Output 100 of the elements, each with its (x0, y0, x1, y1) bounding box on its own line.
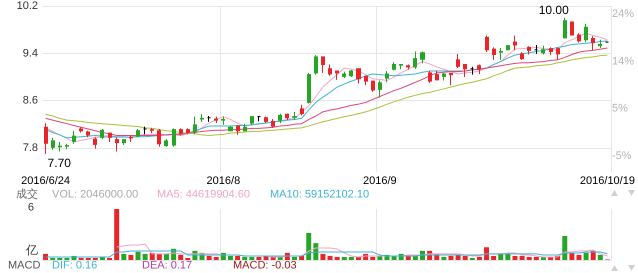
annotation: 10.00 (538, 2, 570, 17)
candlestick (243, 123, 247, 132)
text: MACD (8, 260, 40, 272)
candlestick (420, 51, 425, 64)
candlestick (179, 128, 183, 136)
candlestick (449, 72, 453, 86)
bar (128, 254, 134, 260)
candlestick (442, 72, 446, 82)
candlestick (534, 44, 538, 54)
x-tick-label: 2016/10/19 (580, 175, 635, 188)
bar (348, 256, 354, 260)
candlestick (164, 138, 168, 148)
bar (342, 256, 347, 260)
candlestick (150, 127, 154, 134)
candlestick (115, 136, 119, 152)
candlestick (72, 130, 76, 144)
bar (520, 256, 525, 260)
candlestick (300, 104, 304, 116)
candlestick (399, 63, 403, 70)
candlestick (257, 116, 261, 122)
candlestick (499, 47, 503, 60)
bar (121, 254, 126, 260)
text: MA5: 44619904.60 (157, 188, 250, 200)
candlestick (328, 64, 332, 76)
candlestick (108, 132, 112, 143)
bar (142, 254, 148, 260)
candlestick (321, 56, 325, 74)
bar (576, 254, 582, 260)
bar (598, 254, 603, 260)
candlestick (44, 122, 48, 154)
bar (235, 256, 240, 260)
candlestick (221, 116, 225, 126)
candlestick (385, 70, 389, 83)
bar (476, 256, 482, 260)
bar (206, 256, 212, 260)
candlestick (193, 116, 197, 135)
candlestick (250, 116, 254, 126)
chart-title: 成交 (16, 188, 38, 200)
y2-tick-label: 24% (612, 8, 634, 20)
candlestick (527, 46, 531, 55)
x-tick-label: 2016/8 (206, 175, 240, 188)
bar (534, 256, 539, 260)
candlestick (541, 45, 545, 55)
candlestick (93, 136, 97, 150)
y-tick-label: 8.6 (22, 94, 38, 107)
candlestick (591, 36, 595, 51)
annotation: MACD: -0.03 (233, 260, 297, 272)
y2-tick-label: 14% (612, 55, 634, 68)
candlestick (413, 51, 417, 70)
bar (228, 256, 233, 260)
candlestick (172, 128, 176, 148)
bar (292, 256, 297, 260)
bar (512, 256, 518, 260)
candlestick (136, 128, 140, 138)
candlestick (314, 54, 318, 76)
bar (334, 256, 340, 260)
candlestick (86, 130, 90, 138)
y2-tick-label: 5% (612, 102, 628, 115)
candlestick (556, 46, 560, 60)
bar (569, 252, 574, 260)
candlestick (342, 71, 346, 79)
candlestick (157, 128, 161, 148)
bar (114, 209, 120, 260)
candlestick (349, 69, 353, 78)
bar (505, 254, 510, 260)
candlestick (485, 35, 489, 53)
candlestick (406, 64, 410, 70)
bar (462, 256, 468, 260)
candlestick (285, 113, 289, 121)
text: MA10: 59152102.10 (270, 188, 370, 200)
bar (256, 256, 262, 260)
candlestick (264, 116, 268, 124)
y-tick-label: 7.8 (22, 142, 38, 154)
candlestick (129, 135, 133, 143)
candlestick (51, 137, 55, 150)
bar (178, 254, 184, 260)
candlestick (513, 35, 517, 51)
candlestick (549, 46, 553, 56)
candlestick (492, 46, 496, 60)
candlestick (584, 23, 588, 43)
bar (441, 256, 446, 260)
candlestick (506, 44, 510, 51)
candlestick (271, 118, 275, 128)
bar (562, 236, 568, 260)
candlestick (356, 68, 361, 84)
candlestick (122, 138, 126, 146)
candlestick (207, 116, 211, 122)
annotation: DEA: 0.17 (142, 260, 192, 272)
bar (491, 256, 496, 260)
y-axis-title: 亿 (25, 243, 38, 257)
candlestick (364, 75, 368, 86)
candlestick (79, 126, 83, 134)
annotation: 7.70 (48, 156, 72, 170)
x-tick-label: 2016/9 (363, 175, 397, 188)
candlestick (577, 32, 581, 44)
candlestick (307, 72, 311, 104)
text: VOL: 2046000.00 (52, 188, 138, 200)
candlestick (598, 39, 602, 48)
candlestick (200, 114, 204, 122)
candlestick (456, 53, 460, 69)
